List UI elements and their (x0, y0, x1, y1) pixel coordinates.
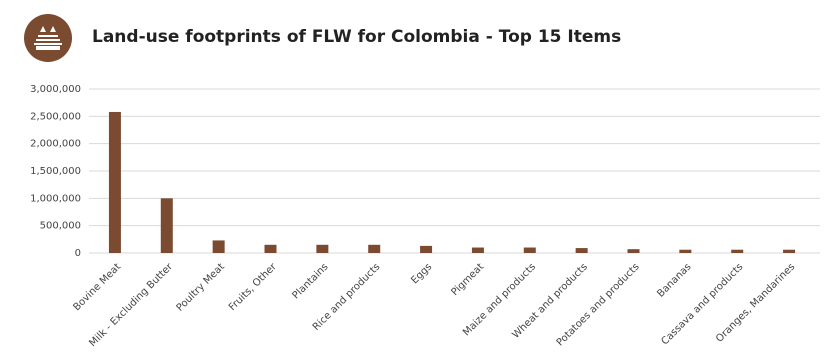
x-tick-label: Pigmeat (449, 261, 486, 298)
bar (471, 247, 484, 253)
bar (575, 248, 588, 253)
bar (627, 249, 640, 253)
y-tick-label: 1,000,000 (30, 193, 81, 204)
bar (264, 244, 277, 253)
y-tick-label: 3,000,000 (30, 84, 81, 95)
bar (108, 111, 121, 254)
x-tick-label: Bananas (655, 261, 693, 299)
x-tick-label: Bovine Meat (71, 261, 123, 313)
x-tick-label: Fruits, Other (227, 261, 279, 313)
y-tick-label: 0 (75, 248, 81, 259)
y-tick-label: 2,000,000 (30, 139, 81, 150)
bar (420, 245, 433, 253)
x-tick-label: Milk - Excluding Butter (87, 261, 175, 349)
logo-icon (24, 14, 72, 62)
bar (316, 244, 329, 253)
bar (679, 249, 692, 253)
y-tick-label: 2,500,000 (30, 111, 81, 122)
bar (523, 247, 536, 253)
x-tick-label: Poultry Meat (175, 261, 227, 313)
bar (212, 240, 225, 253)
y-tick-label: 1,500,000 (30, 166, 81, 177)
chart-title: Land-use footprints of FLW for Colombia … (92, 27, 621, 47)
y-tick-label: 500,000 (40, 221, 81, 232)
bar (368, 244, 381, 253)
x-tick-label: Plantains (291, 261, 331, 301)
bar (731, 249, 744, 253)
bar (160, 198, 173, 253)
bar (783, 249, 796, 253)
x-tick-label: Eggs (409, 261, 434, 286)
